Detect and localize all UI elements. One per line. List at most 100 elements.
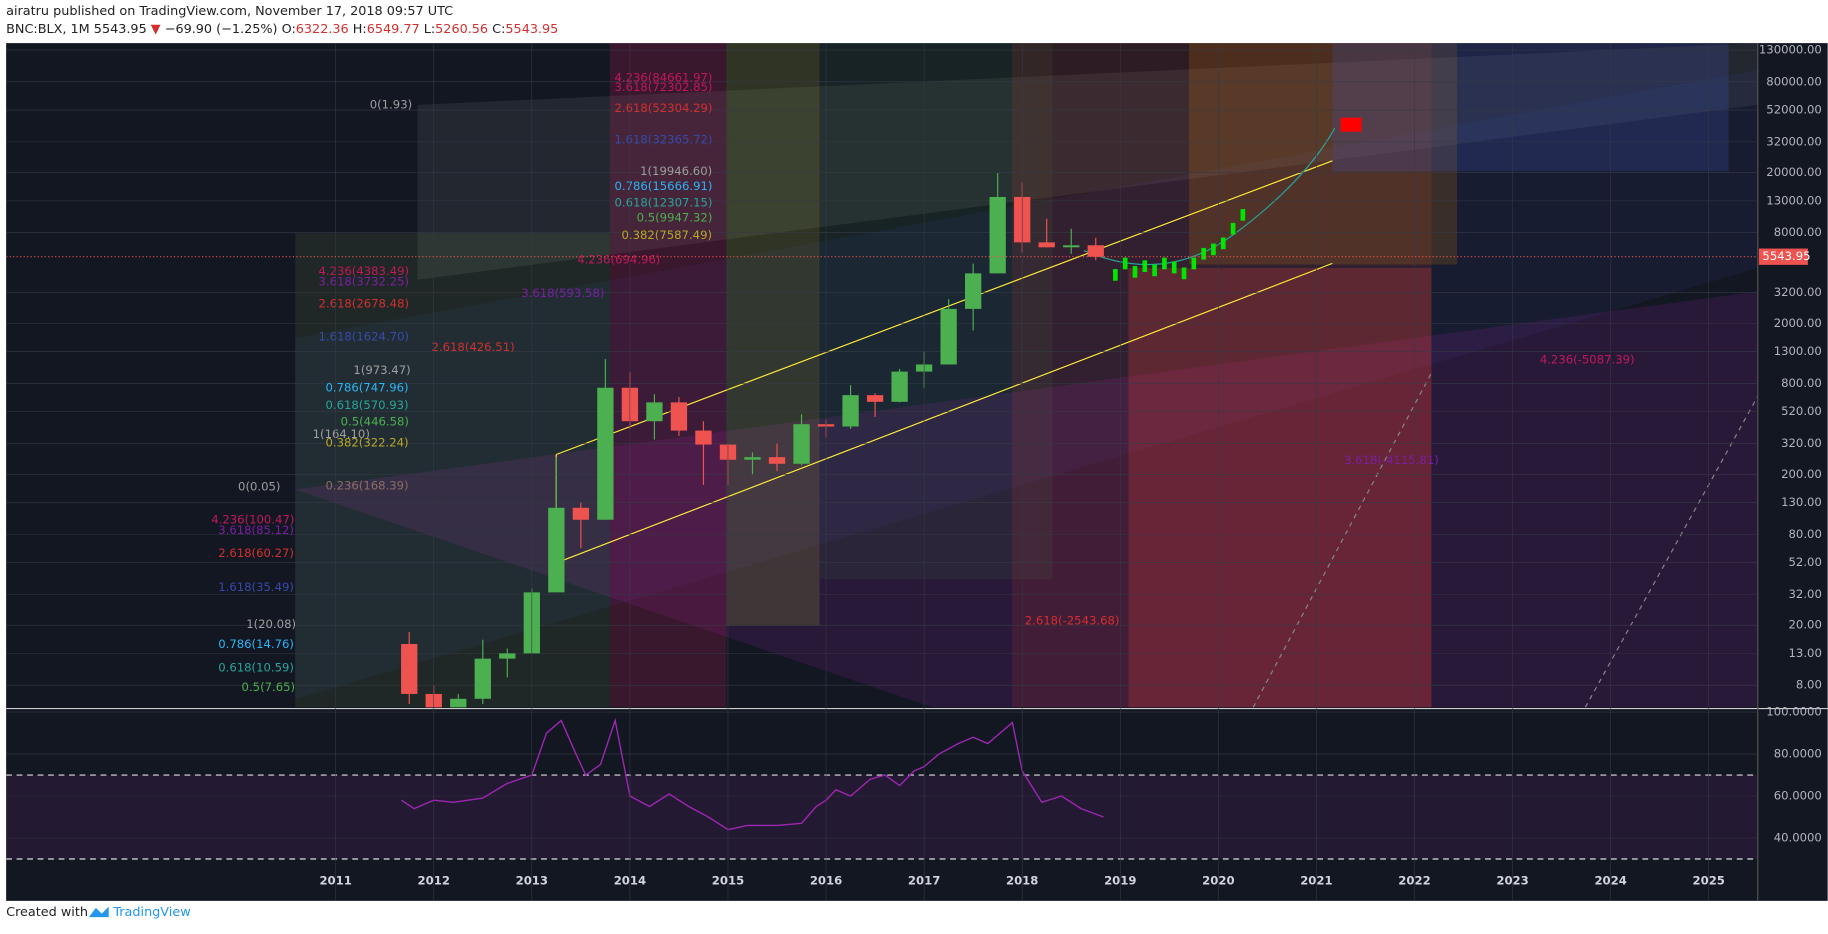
brand[interactable]: TradingView bbox=[112, 905, 190, 920]
candle-body bbox=[1087, 245, 1104, 257]
candle-body bbox=[670, 402, 688, 431]
fib-label: 2.618(-2543.68) bbox=[1025, 614, 1120, 628]
last-price-box bbox=[1758, 248, 1808, 265]
x-tick-label: 2017 bbox=[908, 874, 940, 888]
fib-label: 3.618(3732.25) bbox=[318, 275, 409, 289]
fib-band bbox=[295, 291, 1758, 708]
symbol: BNC:BLX, 1M bbox=[6, 22, 90, 37]
projection-bar bbox=[1113, 269, 1118, 281]
fib-label: 0(0.05) bbox=[238, 480, 280, 494]
arrow: ▼ bbox=[151, 22, 161, 37]
candle-body bbox=[891, 371, 908, 402]
y-tick-label: 80.00 bbox=[1789, 527, 1822, 541]
fib-label: 2.618(52304.29) bbox=[614, 101, 712, 115]
y-tick-label: 130.00 bbox=[1781, 495, 1822, 509]
fib-band bbox=[1011, 43, 1432, 708]
candle-body bbox=[965, 273, 982, 309]
x-tick-label: 2019 bbox=[1104, 874, 1136, 888]
dashed-line bbox=[1252, 372, 1432, 708]
y-tick-label: 20.00 bbox=[1789, 618, 1822, 632]
candle-body bbox=[768, 457, 786, 464]
rsi-line bbox=[400, 717, 1104, 831]
fib-band bbox=[417, 43, 1758, 280]
x-tick-label: 2016 bbox=[810, 874, 842, 888]
fib-label: 0.618(10.59) bbox=[218, 660, 294, 674]
fib-label: 3.618(85.12) bbox=[218, 523, 294, 537]
fib-label: 1(164.10) bbox=[313, 427, 370, 441]
candle-body bbox=[842, 395, 859, 427]
candle-body bbox=[597, 387, 614, 520]
projection-bar bbox=[1132, 266, 1138, 278]
y-tick-label: 20000.00 bbox=[1766, 165, 1822, 179]
drawings bbox=[295, 43, 1758, 708]
change: −69.90 (−1.25%) bbox=[165, 22, 278, 37]
fib-label: 2.618(60.27) bbox=[218, 546, 294, 560]
candle-body bbox=[1038, 242, 1055, 248]
flag bbox=[1340, 117, 1362, 132]
candle-body bbox=[474, 658, 491, 699]
projection-bar bbox=[1171, 261, 1177, 274]
candle-body bbox=[450, 698, 467, 708]
chart-bg bbox=[6, 43, 1828, 901]
fib-label: 2.618(2678.48) bbox=[318, 297, 409, 311]
projection-bar bbox=[1191, 257, 1197, 270]
x-tick-label: 2020 bbox=[1202, 874, 1234, 888]
candle-body bbox=[499, 653, 516, 659]
fib-label: 4.236(694.96) bbox=[577, 252, 660, 266]
candle-body bbox=[866, 395, 884, 402]
fib-label: 0.382(322.24) bbox=[325, 435, 408, 449]
c-key: C: bbox=[492, 22, 505, 37]
y-tick-label: 800.00 bbox=[1781, 376, 1822, 390]
projection-bar bbox=[1162, 257, 1167, 270]
projection-bar bbox=[1122, 257, 1128, 270]
candle-body bbox=[646, 402, 663, 422]
fib-label: 1(20.08) bbox=[246, 617, 296, 631]
projection-bar bbox=[1230, 222, 1236, 235]
o-key: O: bbox=[282, 22, 296, 37]
arc bbox=[1083, 127, 1336, 266]
x-tick-label: 2022 bbox=[1398, 874, 1430, 888]
fib-band bbox=[726, 43, 820, 626]
fib-band bbox=[609, 43, 727, 708]
candle-body bbox=[695, 430, 712, 445]
x-tick-label: 2018 bbox=[1006, 874, 1038, 888]
fib-label: 0.618(570.93) bbox=[325, 398, 408, 412]
price-pane: 0(1.93) 4.236(84661.97)3.618(72302.85) 2.6… bbox=[6, 49, 1758, 708]
y-tick-label: 13000.00 bbox=[1766, 193, 1822, 207]
last-price-label: 5543.95 bbox=[1762, 249, 1810, 263]
x-tick-label: 2023 bbox=[1496, 874, 1528, 888]
c-val: 5543.95 bbox=[505, 22, 558, 37]
fib-label: 4.236(84661.97) bbox=[614, 71, 712, 85]
fib-band bbox=[295, 69, 1758, 700]
fib-label: 0.786(14.76) bbox=[218, 637, 294, 651]
fib-label: 0.382(7587.49) bbox=[621, 228, 712, 242]
x-tick-label: 2011 bbox=[319, 874, 351, 888]
fib-label: 4.236(100.47) bbox=[211, 512, 294, 526]
fib-label: 4.236(4383.49) bbox=[318, 264, 409, 278]
candle-body bbox=[401, 644, 418, 694]
fib-label: 4.236(-5087.39) bbox=[1540, 353, 1635, 367]
fib-label: 0.5(9947.32) bbox=[637, 210, 713, 224]
fib-band bbox=[1128, 268, 1432, 708]
x-tick-label: 2012 bbox=[418, 874, 450, 888]
brand-logo bbox=[88, 906, 109, 918]
projection-bar bbox=[1201, 247, 1206, 260]
fib-label: 1.618(1624.70) bbox=[318, 329, 409, 343]
x-tick-label: 2014 bbox=[614, 874, 646, 888]
projection-bar bbox=[1152, 264, 1157, 277]
rsi-tick-label: 100.0000 bbox=[1766, 705, 1822, 719]
y-tick-label: 52000.00 bbox=[1766, 103, 1822, 117]
symbol-line: BNC:BLX, 1M 5543.95 ▼ −69.90 (−1.25%) O:… bbox=[6, 22, 558, 37]
fib-label: 0.5(446.58) bbox=[341, 414, 409, 428]
candle-body bbox=[548, 507, 565, 593]
l-key: L: bbox=[424, 22, 435, 37]
y-tick-label: 8000.00 bbox=[1774, 225, 1822, 239]
dashed-line bbox=[1584, 395, 1758, 708]
fib-label: 3.618(72302.85) bbox=[614, 80, 712, 94]
x-tick-label: 2013 bbox=[516, 874, 548, 888]
candle-body bbox=[572, 507, 590, 520]
fib-label: 0.236(168.39) bbox=[325, 478, 408, 492]
o-val: 6322.36 bbox=[296, 22, 349, 37]
y-tick-label: 32000.00 bbox=[1766, 134, 1822, 148]
